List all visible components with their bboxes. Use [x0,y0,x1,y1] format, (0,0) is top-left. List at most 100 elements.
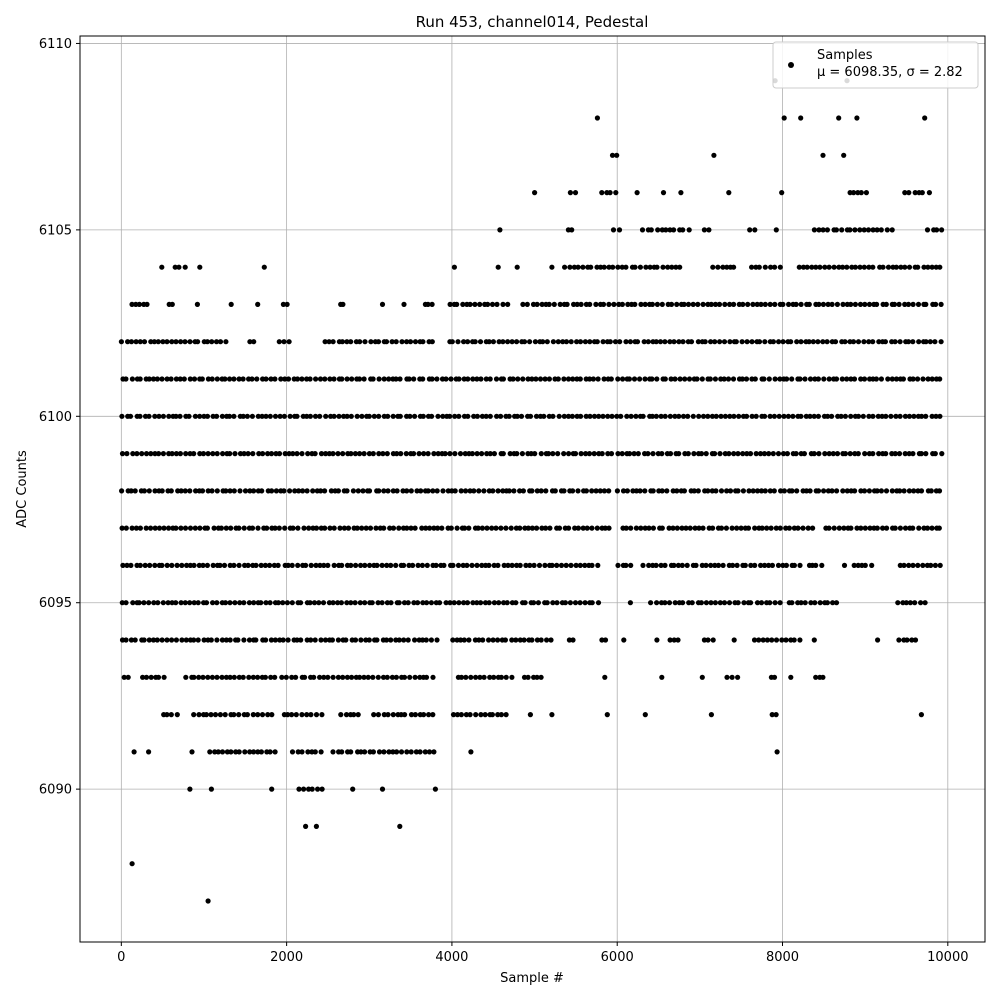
data-point [241,637,247,643]
data-point [326,451,332,457]
data-point [385,488,391,494]
data-point [587,413,593,419]
data-point [362,562,368,569]
data-point [625,301,631,307]
data-point [152,451,158,457]
data-point [550,339,557,345]
data-point [329,637,335,643]
data-point [481,488,487,494]
data-point [341,525,347,531]
data-point [847,227,853,233]
data-point [824,339,830,345]
data-point [781,413,787,419]
data-point [330,600,336,606]
data-point [606,301,612,307]
data-point [490,637,496,643]
data-point [523,562,529,569]
data-point [805,525,811,531]
data-point [294,637,300,643]
data-point [623,264,629,270]
data-point [298,600,304,606]
data-point [371,413,377,419]
data-point [607,190,613,196]
data-point [781,488,788,494]
data-point [401,301,407,307]
data-point [758,600,765,606]
data-point [272,376,278,382]
data-point [717,339,723,345]
data-point [317,413,323,419]
data-point [437,600,443,606]
data-point [420,413,426,419]
data-point [679,562,685,569]
data-point [674,301,680,307]
data-point [897,525,904,531]
data-point [400,488,406,494]
data-point [209,488,215,494]
data-point [718,525,725,531]
data-point [255,301,261,307]
data-point [816,227,822,233]
data-point [280,637,286,643]
y-tick-label: 6090 [39,783,72,798]
data-point [450,637,456,643]
data-point [533,413,540,419]
data-point [750,301,756,307]
data-point [196,712,202,718]
data-point [659,451,665,457]
data-point [521,637,527,643]
data-point [680,600,686,606]
data-point [696,413,702,419]
data-point [282,525,288,531]
data-point [667,227,673,233]
data-point [667,637,673,643]
data-point [633,413,639,419]
data-point [797,637,803,643]
data-point [798,600,804,606]
data-point [254,376,260,382]
data-point [747,227,753,233]
data-point [434,376,440,382]
data-point [419,525,425,531]
data-point [568,562,574,569]
data-point [493,525,499,531]
data-point [195,339,201,345]
data-point [896,301,902,307]
data-point [219,674,225,680]
data-point [688,339,695,345]
data-point [362,339,368,345]
data-point [812,600,818,606]
data-point [447,600,453,606]
data-point [123,376,129,382]
data-point [498,413,504,419]
data-point [350,488,356,494]
plot-area-frame [79,35,986,943]
data-point [463,488,469,494]
data-point [313,525,320,531]
data-point [529,637,535,643]
data-point [358,562,364,569]
data-point [456,413,462,419]
data-point [222,600,229,606]
data-point [381,525,387,531]
data-point [762,562,768,569]
data-point [246,600,252,606]
data-point [476,488,482,494]
data-point [766,562,772,569]
data-point [936,525,942,531]
data-point [851,190,857,196]
data-point [739,339,745,345]
data-point [247,749,253,755]
data-point [666,525,672,531]
data-point [251,600,257,606]
data-point [493,376,500,382]
data-point [594,339,600,345]
data-point [473,674,479,680]
data-point [892,451,898,457]
data-point [588,264,594,270]
data-point [525,674,531,680]
data-point [331,562,337,569]
data-point [722,301,728,307]
data-point [272,525,278,531]
data-point [133,301,139,307]
